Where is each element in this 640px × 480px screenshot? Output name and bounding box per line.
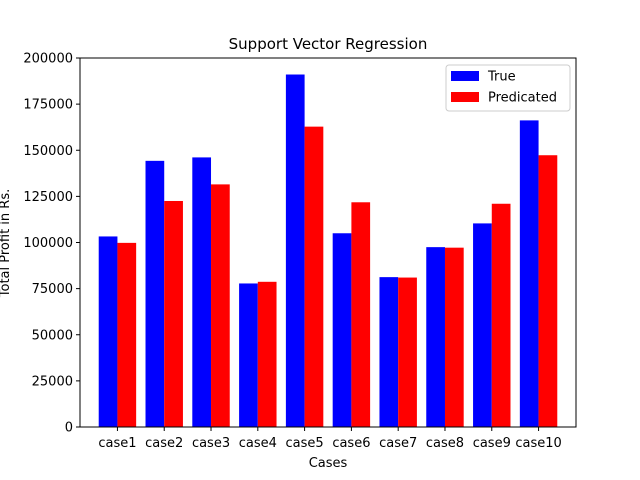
y-tick-label: 25000 [32,374,73,389]
x-tick-label-case9: case9 [473,436,511,451]
bar-true-case4 [239,283,258,427]
x-tick-label-case6: case6 [332,436,370,451]
x-tick-label-case2: case2 [145,436,183,451]
bar-true-case1 [98,236,118,427]
y-tick-label: 50000 [32,328,73,343]
bar-predicated-case4 [257,281,277,427]
y-axis: 0 25000 50000 75000 100000 125000 150000 175000… [23,52,80,436]
legend-label-predicated: Predicated [488,91,557,106]
bar-predicated-case10 [538,155,558,427]
x-tick-label-case7: case7 [379,436,417,451]
y-tick-label: 200000 [23,52,73,67]
x-axis-label: Cases [309,456,348,471]
bar-predicated-case5 [304,126,324,427]
bar-true-case8 [426,247,445,427]
legend: True Predicated [445,64,571,112]
bar-true-case6 [332,233,352,427]
y-axis-label: Total Profit in Rs. [0,189,13,298]
x-tick-label-case3: case3 [192,436,230,451]
bar-predicated-case9 [491,203,511,427]
bars-group [98,74,558,427]
bar-true-case3 [192,157,212,427]
x-tick-label-case10: case10 [515,436,561,451]
bar-true-case7 [379,277,399,427]
x-tick-label-case4: case4 [239,436,277,451]
bar-true-case2 [145,160,165,427]
bar-predicated-case7 [398,277,417,427]
bar-predicated-case2 [164,200,183,427]
x-tick-label-case8: case8 [426,436,464,451]
x-axis: case1 case2 case3 case4 case5 case6 case7 case8… [98,427,562,451]
legend-swatch-true [451,71,479,81]
bar-predicated-case1 [117,242,137,427]
bar-predicated-case8 [444,247,464,427]
chart-title: Support Vector Regression [229,35,428,53]
bar-predicated-case3 [211,184,230,427]
bar-true-case9 [473,223,492,427]
y-tick-label: 175000 [23,98,73,113]
x-tick-label-case1: case1 [98,436,136,451]
x-tick-label-case5: case5 [286,436,324,451]
y-tick-label: 150000 [23,144,73,159]
legend-label-true: True [487,70,516,85]
y-tick-label: 75000 [32,282,73,297]
y-tick-label: 0 [65,421,73,436]
y-tick-label: 100000 [23,236,73,251]
bar-true-case10 [519,120,539,427]
bar-predicated-case6 [351,202,371,427]
bar-true-case5 [285,74,305,427]
legend-swatch-predicated [451,92,479,102]
y-tick-label: 125000 [23,190,73,205]
